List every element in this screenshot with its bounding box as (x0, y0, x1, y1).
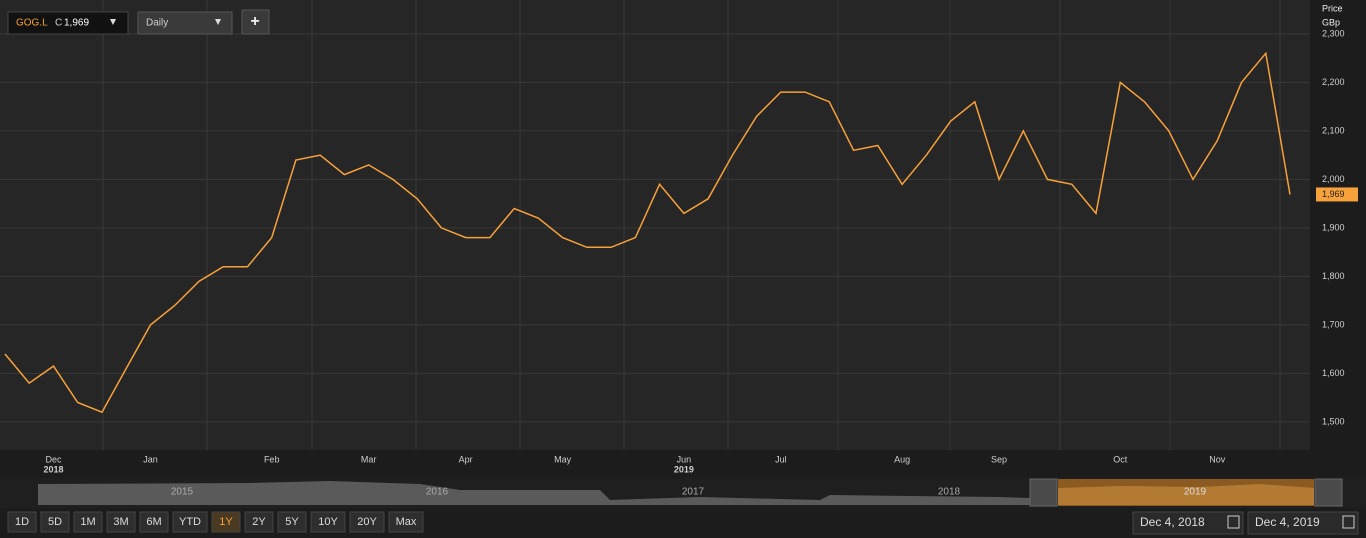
navigator-history (38, 481, 1030, 505)
navigator-year: 2015 (171, 487, 194, 498)
x-tick-label: Aug (894, 454, 910, 464)
x-tick-label: Apr (459, 454, 473, 464)
y-tick-label: 1,600 (1322, 368, 1345, 378)
range-label: 10Y (318, 516, 338, 528)
range-label: 3M (113, 516, 128, 528)
last-price-label: 1,969 (1322, 189, 1345, 199)
y-tick-label: 2,000 (1322, 174, 1345, 184)
range-label: 1Y (219, 516, 233, 528)
navigator-window-series (1058, 484, 1314, 505)
dropdown-arrow (215, 19, 221, 25)
range-button[interactable] (244, 511, 274, 533)
from-date: Dec 4, 2018 (1140, 515, 1205, 529)
range-button[interactable] (277, 511, 307, 533)
range-label: 20Y (357, 516, 377, 528)
range-button[interactable] (172, 511, 208, 533)
last-price-tag (1316, 187, 1358, 202)
calendar-icon (1342, 515, 1355, 529)
y-tick-label: 1,900 (1322, 222, 1345, 232)
y-tick-label: 1,800 (1322, 271, 1345, 281)
x-tick-label: May (554, 454, 572, 464)
price-line (4, 51, 1291, 414)
axis-unit: GBp (1322, 17, 1340, 27)
y-tick-label: 2,300 (1322, 28, 1345, 38)
navigator-handle[interactable] (1314, 478, 1343, 507)
navigator-year: 2017 (682, 487, 705, 498)
range-button[interactable] (310, 511, 346, 533)
x-tick-label: Oct (1113, 454, 1128, 464)
navigator-handle[interactable] (1029, 478, 1058, 507)
range-label: YTD (179, 516, 201, 528)
range-button[interactable] (211, 511, 241, 533)
navigator-year: 2016 (426, 487, 449, 498)
x-tick-label: Jul (775, 454, 787, 464)
interval-box[interactable] (137, 11, 233, 35)
range-button[interactable] (7, 511, 37, 533)
y-tick-label: 1,500 (1322, 416, 1345, 426)
range-button[interactable] (139, 511, 169, 533)
y-tick-label: 2,100 (1322, 125, 1345, 135)
range-button[interactable] (73, 511, 103, 533)
x-tick-label: Dec (45, 454, 62, 464)
x-tick-label: Jun (677, 454, 692, 464)
range-button[interactable] (106, 511, 136, 533)
symbol: GOG.L (16, 18, 48, 29)
range-label: Max (396, 516, 417, 528)
x-tick-label: Sep (991, 454, 1007, 464)
range-button[interactable] (40, 511, 70, 533)
navigator-year: 2018 (938, 487, 961, 498)
plot-area (0, 0, 1310, 450)
range-button[interactable] (388, 511, 424, 533)
month-grid (102, 0, 1281, 450)
interval: Daily (146, 18, 168, 29)
y-tick-label: 2,200 (1322, 77, 1345, 87)
range-label: 1D (15, 516, 29, 528)
navigator-year: 2019 (1184, 487, 1207, 498)
range-label: 6M (146, 516, 161, 528)
dropdown-arrow (110, 19, 116, 25)
from-date-box[interactable] (1132, 511, 1244, 535)
range-label: 1M (80, 516, 95, 528)
x-tick-label: Nov (1209, 454, 1226, 464)
range-label: 2Y (252, 516, 266, 528)
y-tick-label: 1,700 (1322, 319, 1345, 329)
to-date-box[interactable] (1247, 511, 1359, 535)
range-label: 5D (48, 516, 62, 528)
range-label: 5Y (285, 516, 299, 528)
add-button[interactable] (241, 9, 270, 35)
to-date: Dec 4, 2019 (1255, 515, 1320, 529)
axis-title: Price (1322, 3, 1343, 13)
range-button[interactable] (349, 511, 385, 533)
close-prefix: C (55, 18, 62, 29)
x-tick-label: Feb (264, 454, 280, 464)
x-year-label: 2018 (43, 464, 63, 474)
x-year-label: 2019 (674, 464, 694, 474)
x-tick-label: Mar (361, 454, 377, 464)
add-label: + (250, 13, 259, 30)
calendar-icon (1227, 515, 1240, 529)
x-tick-label: Jan (143, 454, 158, 464)
close-value: 1,969 (64, 18, 89, 29)
symbol-box[interactable] (7, 11, 129, 35)
